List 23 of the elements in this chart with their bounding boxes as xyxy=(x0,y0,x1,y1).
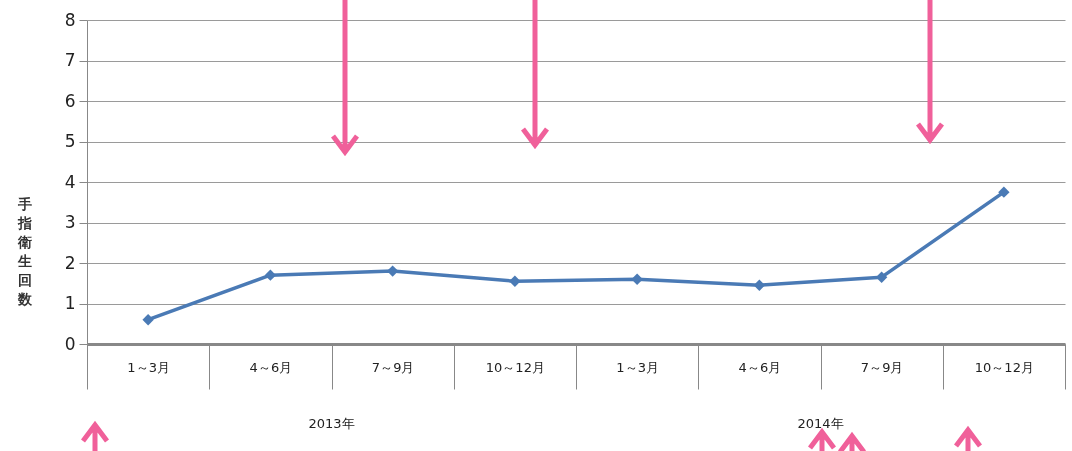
x-tick-label: 4～6月 xyxy=(738,359,782,375)
x-tick-label: 10～12月 xyxy=(485,359,545,375)
point xyxy=(998,186,1010,198)
point xyxy=(631,273,643,285)
y-tick-label: 2 xyxy=(64,252,76,273)
y-axis-title: 手指衛生回数 xyxy=(17,195,33,307)
x-tick-label: 1～3月 xyxy=(616,359,659,375)
x-tick-label: 4～6月 xyxy=(249,359,293,375)
x-tick-label: 7～9月 xyxy=(371,359,415,375)
point xyxy=(142,314,154,326)
text: 2013年 xyxy=(308,416,355,431)
x-tick-label: 10～12月 xyxy=(974,359,1034,375)
y-tick-label: 5 xyxy=(64,131,76,151)
y-tick-label: 0 xyxy=(64,333,76,354)
text: 2014年 xyxy=(797,416,844,431)
x-tick-label: 1～3月 xyxy=(127,359,170,375)
y-tick-label: 4 xyxy=(64,171,76,192)
y-tick-label: 3 xyxy=(64,212,76,232)
y-tick-label: 7 xyxy=(64,50,76,70)
y-tick-label: 8 xyxy=(64,9,76,30)
y-tick-label: 6 xyxy=(64,90,76,111)
y-tick-label: 1 xyxy=(64,293,76,313)
x-tick-label: 7～9月 xyxy=(860,359,904,375)
